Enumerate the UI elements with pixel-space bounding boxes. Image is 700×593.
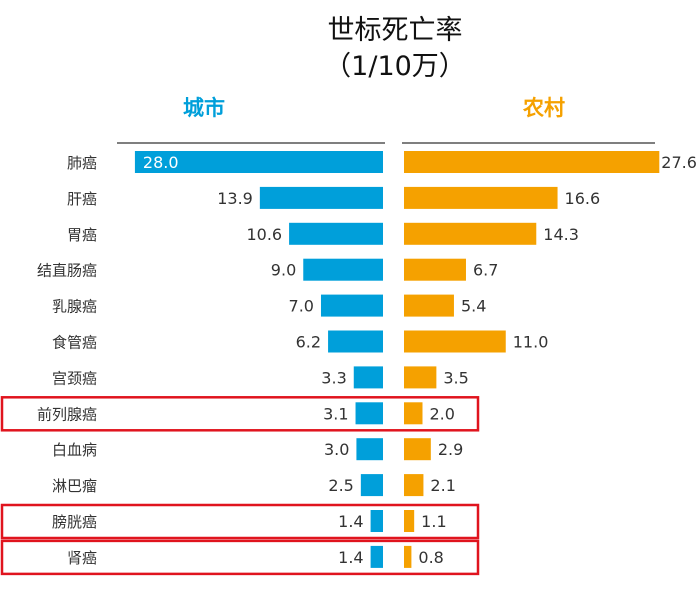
category-label: 结直肠癌: [37, 262, 97, 280]
bar-rural: [404, 151, 660, 173]
bar-rural: [404, 294, 454, 317]
category-label: 胃癌: [67, 226, 97, 244]
bar-rural: [404, 222, 537, 245]
category-label: 淋巴瘤: [52, 477, 97, 495]
category-label: 肺癌: [67, 154, 97, 172]
data-label-urban: 3.3: [321, 368, 346, 387]
data-label-urban: 9.0: [271, 261, 296, 280]
data-label-urban: 10.6: [246, 225, 282, 244]
category-label: 前列腺癌: [37, 405, 97, 423]
data-label-urban: 6.2: [296, 333, 321, 352]
chart-title: 世标死亡率: [327, 15, 463, 46]
bar-rural: [404, 186, 558, 209]
category-label: 白血病: [52, 441, 97, 459]
data-label-urban: 2.5: [328, 476, 353, 495]
highlight-box: [0, 396, 480, 432]
data-label-rural: 1.1: [421, 512, 446, 531]
highlight-box: [0, 503, 480, 540]
bar-rural: [404, 545, 412, 568]
bar-urban: [370, 510, 383, 532]
data-label-urban: 3.1: [323, 404, 348, 423]
data-label-rural: 11.0: [513, 333, 549, 352]
bar-rural: [404, 330, 506, 353]
bar-urban: [355, 402, 383, 425]
bar-rural: [404, 510, 415, 532]
bar-urban: [353, 366, 383, 389]
data-label-rural: 2.1: [430, 476, 455, 495]
bar-urban: [370, 545, 383, 568]
category-label: 乳腺癌: [52, 298, 97, 316]
bar-rural: [404, 366, 437, 389]
data-label-rural: 6.7: [473, 261, 498, 280]
category-label: 肝癌: [67, 190, 97, 208]
bar-urban: [328, 330, 383, 353]
series-label-rural: 农村: [523, 96, 565, 120]
data-label-rural: 0.8: [418, 548, 443, 567]
data-label-rural: 14.3: [543, 225, 579, 244]
category-label: 膀胱癌: [52, 513, 97, 531]
bar-rural: [404, 258, 466, 281]
data-label-urban: 1.4: [338, 548, 363, 567]
data-label-urban: 28.0: [143, 153, 179, 172]
bar-rural: [404, 402, 423, 425]
data-label-urban: 3.0: [324, 440, 349, 459]
highlight-box: [0, 539, 480, 576]
category-label: 宫颈癌: [52, 369, 97, 387]
data-label-rural: 5.4: [461, 297, 486, 316]
bar-rural: [404, 474, 424, 497]
data-label-rural: 2.0: [430, 404, 455, 423]
data-label-rural: 2.9: [438, 440, 463, 459]
bar-urban: [289, 222, 383, 245]
bar-urban: [303, 258, 383, 281]
data-label-urban: 13.9: [217, 189, 253, 208]
data-label-urban: 1.4: [338, 512, 363, 531]
data-label-rural: 3.5: [443, 368, 468, 387]
data-label-urban: 7.0: [289, 297, 314, 316]
bar-urban: [356, 438, 383, 461]
bar-urban: [134, 151, 383, 173]
series-label-urban: 城市: [183, 96, 225, 120]
chart-subtitle: （1/10万）: [324, 51, 466, 82]
bar-rural: [404, 438, 431, 461]
bar-urban: [360, 474, 383, 497]
category-label: 食管癌: [52, 334, 97, 352]
bar-urban: [320, 294, 383, 317]
data-label-rural: 16.6: [565, 189, 601, 208]
category-label: 肾癌: [67, 549, 97, 567]
data-label-rural: 27.6: [661, 153, 697, 172]
bar-urban: [259, 186, 383, 209]
